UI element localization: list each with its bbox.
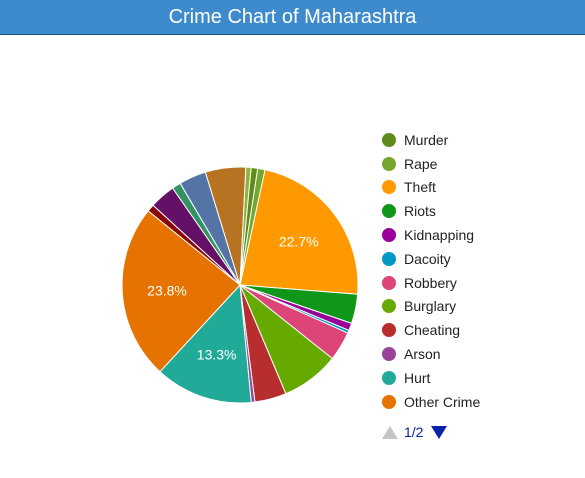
legend-swatch-icon [382, 347, 396, 362]
legend-swatch-icon [382, 132, 396, 147]
legend-swatch-icon [382, 323, 396, 338]
legend-label: Murder [404, 131, 449, 148]
legend-label: Robbery [404, 274, 457, 291]
chart-title: Crime Chart of Maharashtra [0, 0, 585, 35]
legend-page-indicator: 1/2 [404, 424, 424, 440]
legend-item[interactable]: Arson [382, 342, 480, 366]
pie-slice-3[interactable] [239, 169, 359, 295]
legend-item[interactable]: Robbery [382, 271, 480, 295]
legend-label: Rape [404, 155, 438, 172]
legend-swatch-icon [382, 156, 396, 171]
legend-item[interactable]: Theft [382, 176, 480, 200]
legend-item[interactable]: Kidnapping [382, 223, 480, 247]
legend-swatch-icon [382, 394, 396, 409]
legend-label: Riots [404, 203, 436, 220]
legend-pager: 1/2 [382, 424, 448, 440]
legend-label: Cheating [404, 322, 461, 339]
legend-item[interactable]: Hurt [382, 366, 480, 390]
pie-slice-12[interactable] [121, 210, 241, 373]
legend-swatch-icon [382, 180, 396, 195]
legend-swatch-icon [382, 370, 396, 385]
legend-label: Other Crime [404, 393, 481, 410]
legend-swatch-icon [382, 299, 396, 314]
legend-prev-icon [382, 425, 398, 439]
legend-label: Burglary [404, 298, 457, 315]
legend-label: Arson [404, 346, 441, 363]
pie-slice-11[interactable] [159, 283, 252, 404]
legend-item[interactable]: Rape [382, 152, 480, 176]
pie-slice-label-11: 13.3% [197, 346, 237, 362]
legend-swatch-icon [382, 228, 396, 243]
legend-item[interactable]: Cheating [382, 318, 480, 342]
legend-label: Hurt [404, 369, 431, 386]
legend-swatch-icon [382, 275, 396, 290]
legend-item[interactable]: Riots [382, 199, 480, 223]
pie-chart[interactable]: 22.7% 13.3% 23.8% [110, 155, 370, 415]
pie-slice-label-3: 22.7% [279, 233, 319, 249]
pie-slice-18[interactable] [239, 166, 252, 286]
pie-slice-label-12: 23.8% [147, 282, 187, 298]
legend-item[interactable]: Dacoity [382, 247, 480, 271]
legend-swatch-icon [382, 204, 396, 219]
legend-item[interactable]: Burglary [382, 295, 480, 319]
legend-label: Theft [404, 179, 436, 196]
legend-label: Dacoity [404, 250, 451, 267]
chart-legend: Murder Rape Theft Riots Kidnapping Dacoity Rob… [382, 128, 480, 414]
legend-next-icon[interactable] [431, 425, 448, 439]
legend-swatch-icon [382, 251, 396, 266]
legend-item[interactable]: Murder [382, 128, 480, 152]
legend-item[interactable]: Other Crime [382, 390, 480, 414]
legend-label: Kidnapping [404, 227, 475, 244]
